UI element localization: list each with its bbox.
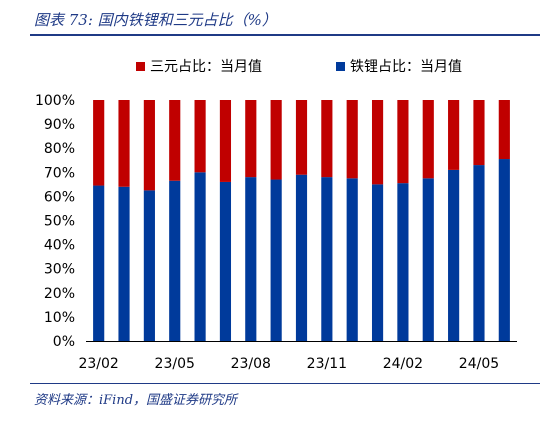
- x-axis: 23/02 23/05 23/08 23/11 24/02 24/05: [78, 341, 517, 372]
- bar-segment: [498, 100, 510, 160]
- y-tick-label: 0%: [53, 334, 75, 350]
- x-tick-label: 23/02: [78, 356, 118, 372]
- legend: 三元占比：当月值 铁锂占比：当月值: [136, 59, 462, 75]
- x-tick-label: 24/02: [383, 356, 423, 372]
- bar-segment: [321, 100, 333, 178]
- bar-segment: [93, 185, 105, 341]
- legend-label: 铁锂占比：当月值: [350, 59, 462, 75]
- bar-segment: [346, 100, 358, 179]
- bar-segment: [169, 180, 181, 341]
- bar-segment: [295, 100, 308, 175]
- bar-segment: [295, 174, 308, 341]
- bar-segment: [397, 100, 409, 184]
- bar-segment: [219, 100, 232, 182]
- legend-swatch: [336, 62, 345, 71]
- bar-segment: [194, 100, 206, 173]
- bar-segment: [422, 178, 434, 341]
- bar-segment: [143, 100, 155, 191]
- stacked-bar-chart: 三元占比：当月值 铁锂占比：当月值 0% 10% 20% 30% 40% 50% 60% 70%…: [35, 59, 517, 372]
- bars: [93, 100, 510, 341]
- bar-segment: [194, 172, 206, 341]
- title-rule: [30, 34, 540, 36]
- bar-segment: [371, 100, 384, 185]
- source-note: 资料来源：iFind，国盛证券研究所: [34, 393, 238, 408]
- x-tick-label: 24/05: [459, 356, 499, 372]
- x-tick-label: 23/08: [231, 356, 271, 372]
- bar-segment: [219, 181, 232, 341]
- y-tick-label: 30%: [44, 262, 75, 278]
- bar-segment: [245, 100, 257, 178]
- y-axis: 0% 10% 20% 30% 40% 50% 60% 70% 80% 90% 100%: [35, 93, 75, 350]
- x-tick-label: 23/05: [155, 356, 195, 372]
- bar-segment: [346, 178, 358, 341]
- bar-segment: [321, 177, 333, 341]
- y-tick-label: 10%: [44, 310, 75, 326]
- bar-segment: [371, 184, 384, 341]
- legend-label: 三元占比：当月值: [150, 59, 262, 75]
- y-tick-label: 50%: [44, 214, 75, 230]
- bar-segment: [397, 183, 409, 341]
- bar-segment: [93, 100, 105, 186]
- bar-segment: [448, 100, 460, 170]
- source-rule: [30, 383, 540, 384]
- y-tick-label: 100%: [35, 93, 75, 109]
- bar-segment: [118, 186, 130, 341]
- y-tick-label: 40%: [44, 238, 75, 254]
- bar-segment: [498, 159, 510, 341]
- bar-segment: [473, 100, 485, 166]
- bar-segment: [270, 179, 282, 341]
- bar-segment: [270, 100, 282, 180]
- bar-segment: [143, 190, 155, 341]
- legend-swatch: [136, 62, 145, 71]
- bar-segment: [422, 100, 434, 179]
- y-tick-label: 90%: [44, 117, 75, 133]
- y-tick-label: 70%: [44, 165, 75, 181]
- y-tick-label: 60%: [44, 189, 75, 205]
- figure-title: 图表 73: 国内铁锂和三元占比（%）: [34, 11, 277, 29]
- bar-segment: [118, 100, 130, 187]
- x-tick-label: 23/11: [307, 356, 347, 372]
- y-tick-label: 80%: [44, 141, 75, 157]
- bar-segment: [448, 169, 460, 341]
- y-tick-label: 20%: [44, 286, 75, 302]
- bar-segment: [473, 165, 485, 341]
- bar-segment: [245, 177, 257, 341]
- bar-segment: [169, 100, 181, 181]
